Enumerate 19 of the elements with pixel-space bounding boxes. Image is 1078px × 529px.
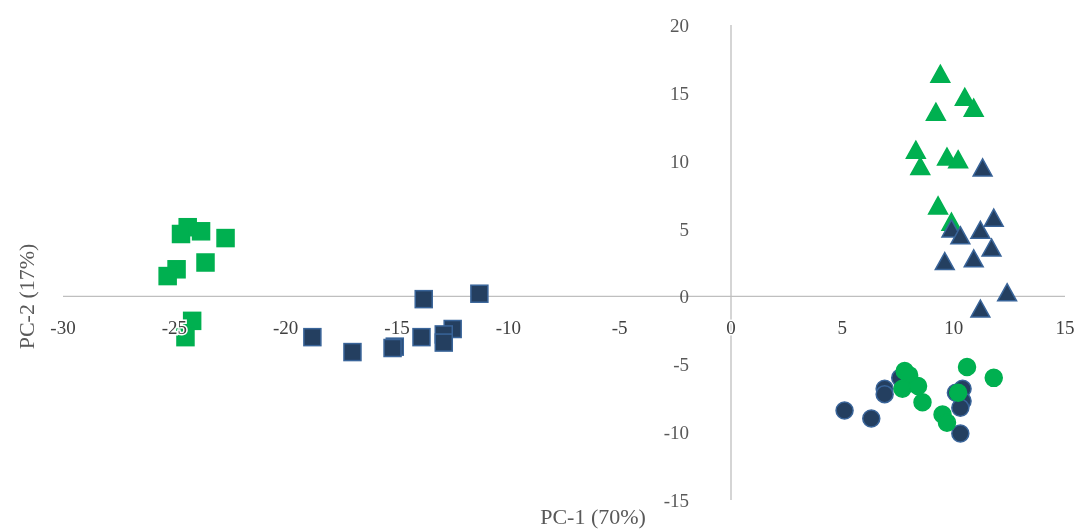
y-tick-label: 15 [670, 82, 689, 104]
x-tick-label: 0 [726, 317, 736, 339]
x-tick-label: 15 [1055, 317, 1075, 339]
y-tick-label: 10 [670, 150, 689, 172]
y-tick-label: -5 [673, 354, 689, 376]
x-tick-label: -20 [273, 317, 299, 339]
x-tick-label: 10 [944, 317, 964, 339]
y-tick-label: 20 [670, 15, 689, 36]
x-tick-label: -30 [50, 317, 76, 339]
x-tick-label: -15 [384, 317, 410, 339]
x-tick-label: 5 [837, 317, 848, 339]
y-tick-label: 5 [679, 218, 689, 240]
y-tick-label: 0 [679, 286, 689, 308]
y-tick-label: -15 [663, 490, 689, 511]
x-tick-label: -10 [495, 317, 521, 339]
x-axis-title: PC-1 (70%) [540, 504, 646, 529]
y-tick-label: -10 [663, 422, 689, 444]
x-tick-label: -5 [611, 317, 628, 339]
y-axis-title: PC-2 (17%) [14, 243, 39, 350]
